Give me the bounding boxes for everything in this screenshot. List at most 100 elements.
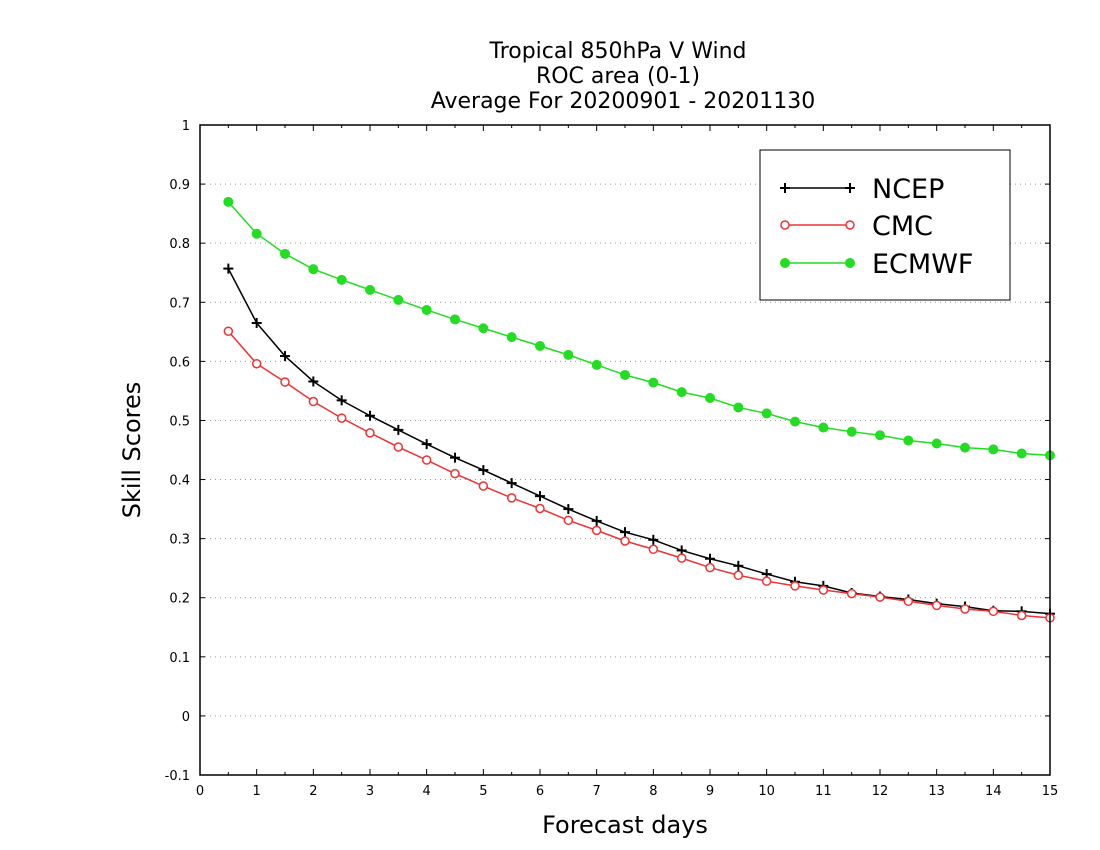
series-cmc: [223, 326, 1055, 623]
y-tick-label: 0.7: [169, 296, 190, 311]
y-tick-label: 0.4: [169, 474, 190, 489]
legend-marker-ecmwf: [780, 258, 790, 268]
point-cmc: [478, 481, 489, 491]
x-tick-label: 9: [706, 784, 714, 799]
point-ecmwf: [676, 387, 687, 398]
x-tick-label: 8: [649, 784, 657, 799]
point-cmc: [676, 553, 687, 563]
x-axis-label: Forecast days: [542, 811, 708, 839]
x-tick-label: 7: [593, 784, 601, 799]
point-cmc: [960, 604, 970, 614]
y-tick-label: -0.1: [165, 769, 190, 784]
point-ncep: [393, 424, 404, 435]
point-ncep: [251, 317, 262, 328]
x-tick-label: 0: [196, 784, 204, 799]
y-axis-label: Skill Scores: [118, 382, 146, 519]
y-tick-label: 1: [182, 119, 190, 134]
x-tick-label: 4: [423, 784, 431, 799]
point-ecmwf: [960, 442, 970, 453]
point-cmc: [648, 544, 659, 555]
series-ncep: [223, 263, 1055, 619]
title-line-3: Average For 20200901 - 20201130: [431, 89, 816, 114]
point-cmc: [365, 428, 375, 438]
point-ncep: [591, 515, 602, 526]
x-tick-label: 14: [985, 784, 1002, 799]
legend-marker-ncep: [780, 183, 790, 193]
point-ncep: [336, 395, 347, 406]
point-ecmwf: [450, 314, 460, 325]
point-ecmwf: [563, 349, 574, 360]
point-ecmwf: [280, 248, 290, 259]
axis-ticks: -0.100.10.20.30.40.50.60.70.80.910 1 2 3 4 5 6…: [165, 119, 1059, 799]
point-cmc: [450, 468, 460, 479]
point-ncep: [223, 263, 234, 274]
legend-marker-cmc: [845, 220, 855, 230]
point-ecmwf: [223, 196, 234, 207]
point-cmc: [563, 515, 574, 526]
point-ncep: [563, 504, 574, 515]
point-cmc: [506, 493, 517, 503]
point-ecmwf: [761, 408, 772, 419]
legend-marker-cmc: [780, 220, 790, 230]
point-ecmwf: [1016, 448, 1027, 459]
point-ncep: [365, 410, 375, 421]
point-cmc: [620, 536, 630, 546]
point-ecmwf: [988, 444, 999, 455]
point-cmc: [421, 455, 432, 465]
y-tick-label: 0.6: [169, 355, 190, 370]
title-line-1: Tropical 850hPa V Wind: [488, 39, 746, 64]
point-ecmwf: [591, 359, 602, 370]
point-ecmwf: [648, 377, 659, 388]
point-ecmwf: [931, 438, 942, 449]
point-ecmwf: [903, 435, 914, 446]
y-tick-label: 0.2: [169, 592, 190, 607]
y-tick-label: 0.3: [169, 533, 190, 548]
legend-label-ncep: NCEP: [872, 174, 944, 205]
y-tick-label: 0.5: [169, 414, 190, 429]
point-ecmwf: [818, 422, 829, 433]
point-ecmwf: [790, 416, 800, 427]
chart-title: Tropical 850hPa V Wind ROC area (0-1) Av…: [431, 39, 816, 114]
point-ecmwf: [506, 332, 517, 343]
point-cmc: [280, 377, 290, 387]
title-line-2: ROC area (0-1): [536, 64, 700, 89]
point-ecmwf: [875, 430, 885, 441]
legend-marker-ncep: [845, 183, 855, 193]
point-cmc: [988, 606, 999, 617]
point-cmc: [1016, 610, 1027, 621]
series-ecmwf: [223, 196, 1055, 461]
point-ncep: [280, 351, 290, 362]
point-ncep: [705, 553, 715, 564]
point-cmc: [790, 581, 800, 591]
series-line-ncep: [227, 268, 1051, 615]
y-tick-label: 0.8: [169, 237, 190, 252]
x-tick-label: 10: [758, 784, 775, 799]
legend-label-cmc: CMC: [872, 211, 933, 242]
point-cmc: [251, 358, 262, 369]
point-ecmwf: [251, 228, 262, 239]
x-tick-label: 12: [872, 784, 889, 799]
point-cmc: [336, 413, 347, 423]
point-ncep: [648, 534, 659, 545]
point-cmc: [903, 596, 914, 607]
point-ecmwf: [535, 341, 545, 351]
point-ncep: [506, 478, 517, 489]
point-cmc: [535, 503, 545, 514]
y-tick-label: 0: [182, 710, 190, 725]
point-ecmwf: [733, 402, 744, 413]
point-ecmwf: [620, 369, 630, 380]
plot-frame: [199, 124, 1051, 776]
point-ncep: [450, 452, 460, 463]
point-ncep: [535, 491, 545, 502]
point-cmc: [875, 592, 885, 602]
point-ecmwf: [421, 304, 432, 315]
x-tick-label: 15: [1042, 784, 1059, 799]
point-ncep: [620, 527, 630, 538]
y-tick-label: 0.9: [169, 178, 190, 193]
point-cmc: [393, 442, 404, 452]
x-tick-label: 3: [366, 784, 374, 799]
point-cmc: [818, 585, 829, 595]
x-tick-label: 11: [815, 784, 832, 799]
series-layer: [223, 196, 1055, 623]
